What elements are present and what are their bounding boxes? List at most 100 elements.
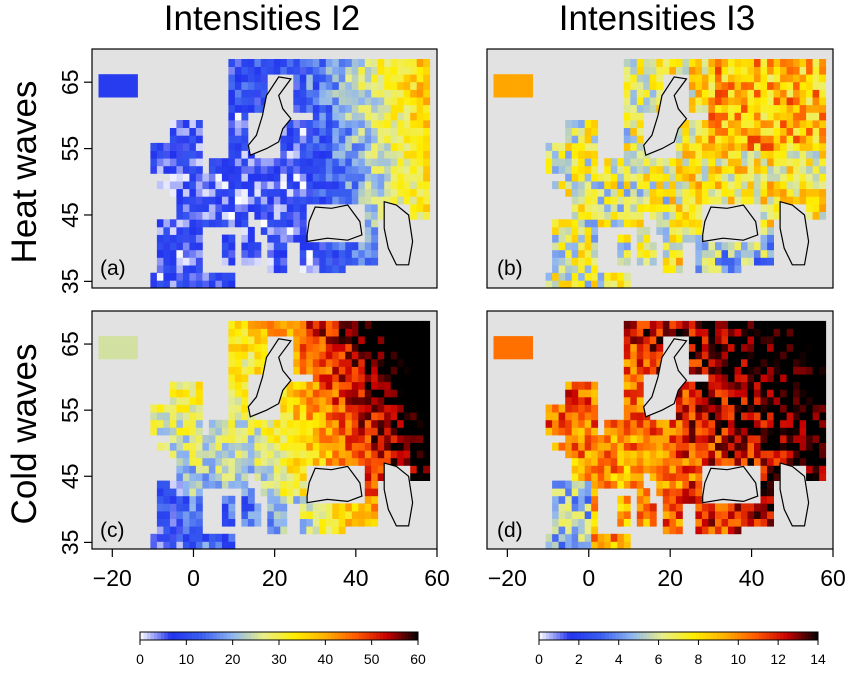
heatmap-cell [799,450,807,459]
heatmap-cell [299,249,307,258]
heatmap-cell [786,336,794,345]
heatmap-cell [332,181,340,190]
heatmap-cell [636,181,644,190]
heatmap-cell [247,204,255,212]
heatmap-cell [767,89,774,98]
heatmap-cell [571,142,579,151]
heatmap-cell [195,488,203,497]
heatmap-cell [247,419,255,428]
heatmap-cell [552,419,559,428]
colorbar-segment [723,632,728,640]
heatmap-cell [410,158,418,167]
heatmap-cell [734,404,742,413]
heatmap-cell [202,450,210,459]
heatmap-cell [623,374,631,383]
heatmap-cell [767,435,774,443]
heatmap-cell [260,81,268,90]
heatmap-cell [552,234,559,243]
heatmap-cell [682,404,690,413]
heatmap-cell [377,104,385,113]
heatmap-cell [812,81,820,90]
heatmap-cell [675,142,683,151]
heatmap-cell [728,404,735,413]
heatmap-cell [377,196,385,205]
heatmap-cell [358,336,366,345]
heatmap-cell [358,503,366,512]
colorbar-segment [233,632,238,640]
heatmap-cell [662,265,670,274]
heatmap-cell [715,181,722,190]
heatmap-cell [526,336,533,345]
heatmap-cell [747,457,755,466]
heatmap-cell [708,81,716,90]
heatmap-cell [806,374,813,383]
heatmap-cell [688,457,696,466]
heatmap-cell [767,165,774,174]
heatmap-cell [260,66,268,75]
heatmap-cell [675,158,683,167]
heatmap-cell [234,351,242,360]
heatmap-cell [332,158,340,167]
heatmap-cell [312,158,320,167]
heatmap-cell [377,150,385,159]
heatmap-cell [371,358,379,367]
heatmap-cell [358,97,366,106]
heatmap-cell [662,427,670,436]
heatmap-cell [345,351,353,360]
heatmap-cell [636,234,644,243]
heatmap-cell [695,165,703,174]
heatmap-cell [267,457,275,466]
heatmap-cell [169,419,177,428]
heatmap-cell [423,211,431,220]
panel-d: (d) [486,310,834,550]
heatmap-cell [754,518,761,527]
heatmap-cell [662,242,670,251]
heatmap-cell [513,74,520,83]
heatmap-cell [156,265,164,274]
heatmap-cell [780,142,787,151]
heatmap-cell [643,427,651,436]
heatmap-cell [286,457,294,466]
heatmap-cell [584,404,592,413]
colorbar-segment [212,632,217,640]
heatmap-cell [260,59,268,67]
heatmap-cell [195,204,203,212]
heatmap-cell [351,158,359,167]
heatmap-cell [708,343,716,352]
colorbar-segment [751,632,756,640]
heatmap-cell [247,488,255,497]
heatmap-cell [578,272,586,281]
heatmap-cell [701,427,709,436]
heatmap-cell [688,81,696,90]
heatmap-cell [636,127,644,136]
heatmap-cell [338,435,346,443]
heatmap-cell [630,480,638,489]
heatmap-cell [312,435,320,443]
heatmap-cell [558,150,566,159]
heatmap-cell [786,427,794,436]
heatmap-cell [267,435,275,443]
heatmap-cell [630,112,638,121]
heatmap-cell [182,272,190,281]
heatmap-cell [208,419,216,428]
heatmap-cell [377,173,385,182]
heatmap-cell [351,396,359,405]
heatmap-cell [267,473,275,481]
heatmap-cell [545,272,553,281]
heatmap-cell [267,242,275,251]
heatmap-cell [682,211,690,220]
y-tick-label: 35 [57,269,83,295]
heatmap-cell [728,427,735,436]
heatmap-cell [741,66,748,75]
heatmap-cell [799,66,807,75]
heatmap-cell [747,242,755,251]
heatmap-cell [163,158,171,167]
heatmap-cell [312,265,320,274]
heatmap-cell [773,374,781,383]
heatmap-cell [319,120,327,128]
heatmap-cell [741,374,748,383]
heatmap-cell [293,473,301,481]
heatmap-cell [715,511,722,519]
heatmap-cell [221,541,229,550]
colorbar-segment [552,632,557,640]
